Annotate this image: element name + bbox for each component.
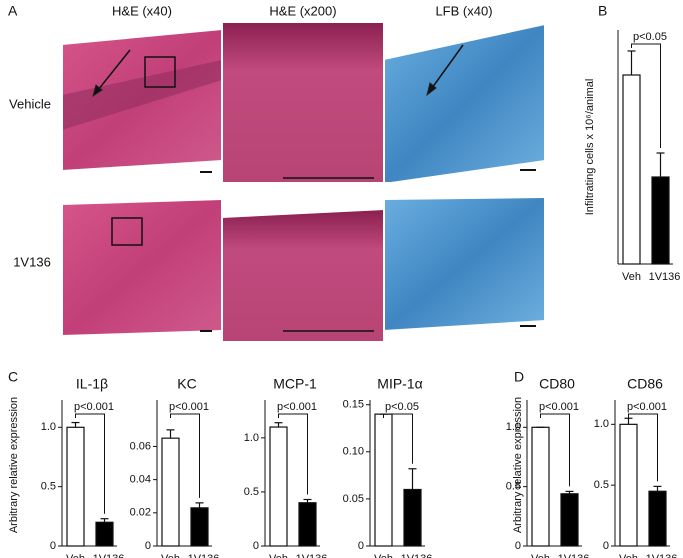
x-tick-label: 1V136: [646, 553, 678, 558]
significance-bracket: [631, 43, 661, 148]
x-tick-label: 1V136: [401, 553, 433, 558]
column-header: LFB (x40): [435, 3, 492, 18]
x-tick-label: Veh: [531, 553, 550, 558]
y-tick-label: 0.5: [594, 479, 609, 491]
annotation: p<0.05: [633, 31, 667, 43]
row-label: Vehicle: [9, 96, 51, 111]
significance-bracket: [628, 413, 658, 482]
bar: [403, 488, 422, 547]
annotation: p<0.001: [539, 401, 579, 413]
bar: [190, 507, 209, 547]
chart-title: CD86: [627, 376, 663, 392]
y-tick-label: 0: [50, 540, 56, 552]
chart-title: KC: [177, 376, 196, 392]
chart-title: IL-1β: [76, 376, 108, 392]
y-tick-label: 0: [145, 540, 151, 552]
bar: [269, 426, 288, 547]
x-tick-label: Veh: [161, 553, 180, 558]
annotation: p<0.001: [74, 401, 114, 413]
chart-title: MCP-1: [273, 376, 317, 392]
annotation: p<0.001: [277, 401, 317, 413]
chart-title: CD80: [539, 376, 575, 392]
bar: [648, 490, 667, 547]
x-tick-label: Veh: [269, 553, 288, 558]
y-tick-label: 0.05: [343, 493, 364, 505]
y-tick-label: 0.10: [343, 446, 364, 458]
y-tick-label: 1.0: [41, 421, 56, 433]
x-tick-label: Veh: [66, 553, 85, 558]
y-tick-label: 0: [253, 540, 259, 552]
significance-bracket: [540, 413, 570, 487]
y-tick-label: 1.0: [506, 421, 521, 433]
y-tick-label: 0.06: [130, 440, 151, 452]
y-tick-label: 0.5: [506, 481, 521, 493]
significance-bracket: [383, 413, 413, 464]
y-tick-label: 1.0: [244, 432, 259, 444]
annotation: p<0.001: [169, 401, 209, 413]
bar: [298, 502, 317, 547]
micrographs: [61, 21, 546, 343]
y-tick-label: 0: [358, 540, 364, 552]
x-tick-label: 1V136: [188, 553, 220, 558]
column-header: H&E (x200): [269, 3, 336, 18]
annotation: p<0.001: [627, 401, 667, 413]
chart-title: MIP-1α: [377, 376, 422, 392]
bar: [622, 74, 641, 265]
y-tick-label: 0.04: [130, 474, 151, 486]
significance-bracket: [75, 413, 105, 514]
bar: [651, 176, 670, 265]
y-axis-label: Infiltrating cells x 10⁶/animal: [584, 79, 596, 216]
x-tick-label: Veh: [619, 553, 638, 558]
y-axis-label: Arbitrary relative expression: [512, 397, 524, 533]
y-tick-label: 0: [603, 540, 609, 552]
x-tick-label: 1V136: [296, 553, 328, 558]
panel-label: D: [514, 369, 524, 385]
y-axis-label: Arbitrary relative expression: [8, 397, 20, 533]
y-tick-label: 1.0: [594, 418, 609, 430]
bar: [66, 426, 85, 547]
y-tick-label: 0.5: [41, 481, 56, 493]
significance-bracket: [278, 413, 308, 495]
panel-label: A: [8, 3, 18, 19]
column-header: H&E (x40): [112, 3, 172, 18]
panel-label: C: [8, 369, 18, 385]
x-tick-label: 1V136: [649, 271, 681, 283]
x-tick-label: 1V136: [93, 553, 125, 558]
bar: [161, 437, 180, 547]
x-tick-label: 1V136: [558, 553, 590, 558]
y-tick-label: 0.5: [244, 486, 259, 498]
bar: [95, 521, 114, 547]
row-label: 1V136: [13, 254, 51, 269]
bar: [619, 423, 638, 547]
y-tick-label: 0: [515, 540, 521, 552]
bar: [531, 426, 550, 547]
panel-label: B: [598, 3, 607, 19]
annotation: p<0.05: [385, 401, 419, 413]
significance-bracket: [170, 413, 200, 498]
y-tick-label: 0.15: [343, 399, 364, 411]
x-tick-label: Veh: [622, 271, 641, 283]
bar: [560, 493, 579, 547]
x-tick-label: Veh: [374, 553, 393, 558]
bar: [374, 413, 393, 547]
y-tick-label: 0.02: [130, 507, 151, 519]
